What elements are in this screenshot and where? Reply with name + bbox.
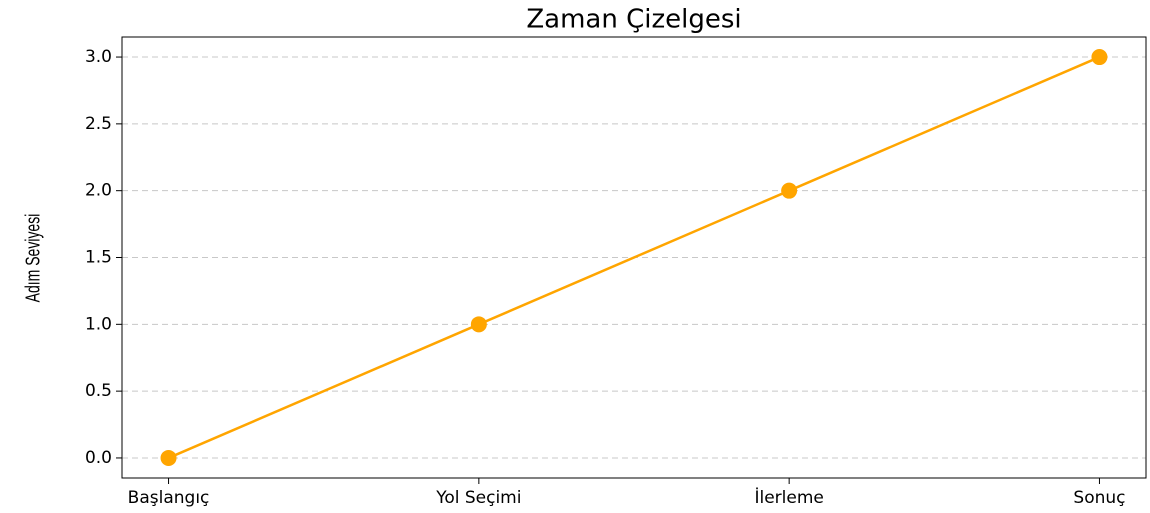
y-tick-label: 1.5 bbox=[85, 248, 112, 268]
y-axis-label: Adım Seviyesi bbox=[21, 214, 44, 303]
y-tick-label: 2.5 bbox=[85, 114, 112, 134]
marker bbox=[781, 182, 798, 199]
y-tick-label: 1.0 bbox=[85, 314, 112, 334]
x-tick-label: Yol Seçimi bbox=[435, 488, 521, 508]
plot-frame bbox=[121, 36, 1147, 479]
y-tick-label: 0.5 bbox=[85, 381, 112, 401]
chart-title: Zaman Çizelgesi bbox=[526, 5, 741, 35]
marker bbox=[160, 449, 177, 466]
marker bbox=[470, 316, 487, 333]
x-tick-label: Başlangıç bbox=[128, 488, 210, 508]
y-tick-label: 3.0 bbox=[85, 47, 112, 67]
marker bbox=[1091, 49, 1108, 66]
y-tick-label: 0.0 bbox=[85, 448, 112, 468]
y-tick-label: 2.0 bbox=[85, 181, 112, 201]
x-tick-label: Sonuç bbox=[1073, 488, 1125, 508]
x-tick-label: İlerleme bbox=[754, 487, 823, 508]
line bbox=[168, 55, 1100, 460]
